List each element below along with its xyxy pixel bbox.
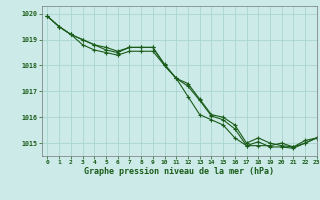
X-axis label: Graphe pression niveau de la mer (hPa): Graphe pression niveau de la mer (hPa) xyxy=(84,167,274,176)
